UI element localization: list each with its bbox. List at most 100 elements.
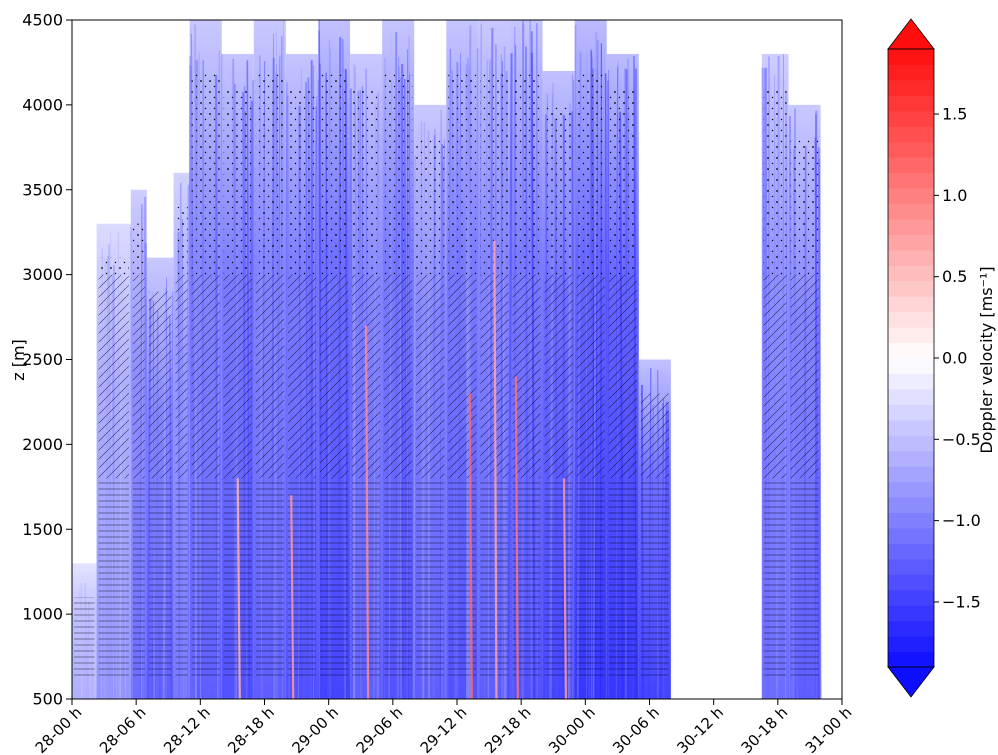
colorbar-tick-label: −1.5	[942, 592, 981, 611]
y-tick-label: 4000	[22, 95, 63, 114]
colorbar-level	[888, 388, 934, 405]
hatch-overlay	[544, 104, 573, 679]
colorbar-level	[888, 64, 934, 81]
hatch-overlay	[576, 70, 605, 679]
colorbar-level	[888, 497, 934, 513]
x-tick-label: 28-00 h	[32, 703, 86, 755]
x-tick-label: 29-06 h	[353, 703, 407, 755]
updraft-layer	[236, 240, 568, 699]
x-tick-label: 29-00 h	[288, 703, 342, 755]
hatch-overlay	[384, 70, 413, 679]
colorbar-tick-label: 1.5	[942, 105, 967, 124]
colorbar-level	[888, 636, 934, 653]
y-axis-label: z [m]	[9, 339, 28, 381]
colorbar-level	[888, 527, 934, 544]
colorbar-level	[888, 296, 934, 313]
colorbar-level	[888, 450, 934, 467]
hatch-overlay	[98, 257, 129, 679]
x-tick-label: 31-00 h	[802, 703, 856, 755]
colorbar-level	[888, 126, 934, 143]
colorbar-level	[888, 620, 934, 637]
x-tick-label: 30-12 h	[673, 703, 727, 755]
hatch-overlay	[255, 70, 284, 679]
colorbar-level	[888, 327, 934, 344]
colorbar-tick-label: 1.0	[942, 186, 967, 205]
colorbar-level	[888, 512, 934, 529]
colorbar-level	[888, 651, 934, 668]
colorbar-level	[888, 419, 934, 436]
colorbar-tick-label: −1.0	[942, 511, 981, 530]
x-tick-label: 29-12 h	[417, 703, 471, 755]
hatch-overlay	[763, 87, 787, 679]
y-tick-label: 3500	[22, 180, 63, 199]
colorbar: −1.5 −1.0 −0.5 0.0 0.5 1.0 1.5	[887, 18, 981, 698]
colorbar-level	[888, 172, 934, 189]
hatch-overlay	[191, 70, 220, 679]
hatch-overlay	[175, 206, 188, 679]
hatch-overlay	[74, 597, 95, 679]
x-tick-label: 30-06 h	[609, 703, 663, 755]
colorbar-level	[888, 79, 934, 96]
colorbar-level	[888, 234, 934, 251]
hatch-overlay	[790, 138, 819, 679]
colorbar-level	[888, 404, 934, 421]
updraft-streak	[290, 495, 295, 699]
colorbar-level	[888, 358, 934, 374]
updraft-streak	[562, 478, 568, 699]
colorbar-level	[888, 342, 934, 359]
colorbar-tick-label: 0.0	[942, 349, 967, 368]
colorbar-level	[888, 558, 934, 575]
hatch-overlay	[319, 70, 349, 679]
updraft-streak	[468, 393, 473, 699]
y-tick-label: 1000	[22, 605, 63, 624]
hatch-overlay	[132, 223, 145, 679]
colorbar-level	[888, 605, 934, 622]
updraft-streak	[364, 325, 370, 699]
y-tick-label: 4500	[22, 11, 63, 30]
updraft-streak	[493, 240, 498, 699]
y-tick-label: 500	[32, 690, 63, 709]
colorbar-level	[888, 141, 934, 158]
colorbar-level	[888, 574, 934, 591]
colorbar-level	[888, 466, 934, 483]
colorbar-level	[888, 188, 934, 204]
x-tick-label: 28-06 h	[96, 703, 150, 755]
colorbar-level	[888, 157, 934, 174]
colorbar-level	[888, 95, 934, 112]
colorbar-tick-label: 0.5	[942, 267, 967, 286]
hatch-overlay	[640, 393, 669, 679]
x-tick-label: 30-00 h	[545, 703, 599, 755]
y-axis: 500 1000 1500 2000 2500 3000 3500 4000 4500	[22, 11, 72, 709]
colorbar-level	[888, 435, 934, 452]
colorbar-level	[888, 589, 934, 606]
hatch-overlay	[448, 70, 477, 679]
colorbar-tick-label: −0.5	[942, 430, 981, 449]
colorbar-level	[888, 203, 934, 220]
y-tick-label: 3000	[22, 265, 63, 284]
colorbar-level	[888, 49, 934, 65]
hatch-overlay	[148, 291, 172, 679]
colorbar-level	[888, 249, 934, 266]
colorbar-extend-min	[887, 666, 935, 698]
y-tick-label: 2000	[22, 435, 63, 454]
x-tick-label: 28-12 h	[160, 703, 214, 755]
colorbar-level	[888, 543, 934, 560]
colorbar-level	[888, 218, 934, 235]
colorbar-extend-max	[887, 18, 935, 50]
y-tick-label: 1500	[22, 520, 63, 539]
hatch-overlay	[608, 87, 637, 679]
colorbar-level	[888, 481, 934, 498]
colorbar-level	[888, 110, 934, 127]
x-tick-label: 30-18 h	[738, 703, 792, 755]
updraft-streak	[236, 478, 241, 699]
x-tick-label: 29-18 h	[481, 703, 535, 755]
x-axis: 28-00 h 28-06 h 28-12 h 28-18 h 29-00 h 29-06…	[32, 699, 856, 755]
hatch-layer	[74, 70, 819, 679]
y-tick-label: 2500	[22, 350, 63, 369]
colorbar-level	[888, 373, 934, 390]
colorbar-level	[888, 280, 934, 297]
colorbar-label: Doppler velocity [ms⁻¹]	[977, 266, 996, 453]
colorbar-level	[888, 265, 934, 282]
hatch-overlay	[416, 138, 445, 679]
